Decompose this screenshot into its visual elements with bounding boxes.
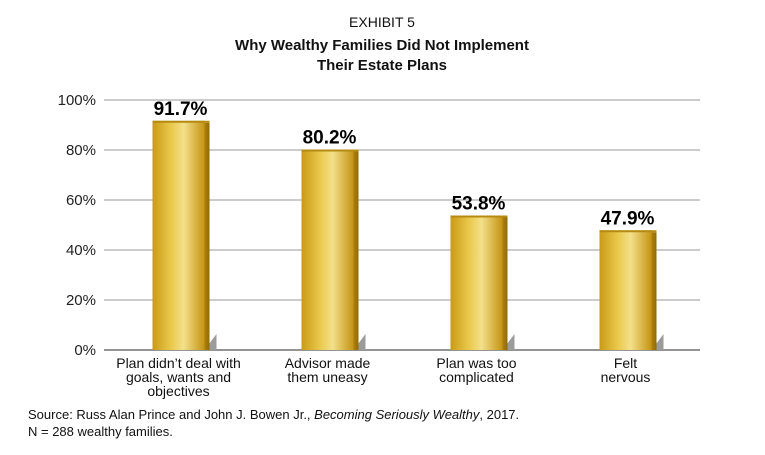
bar-top [599,230,657,233]
y-tick-label: 60% [66,192,96,209]
bar-side [203,122,210,350]
bar [301,149,366,350]
bar-face [152,120,205,350]
bar-top [152,120,210,123]
y-tick-label: 20% [66,292,96,309]
bars [152,120,664,350]
bar-face [450,215,503,350]
chart-title-line-2: Their Estate Plans [317,57,447,74]
bar [152,120,217,350]
source-note: Source: Russ Alan Prince and John J. Bow… [28,406,748,440]
source-citation: Source: Russ Alan Prince and John J. Bow… [28,406,748,423]
bar-side [650,232,657,350]
bar-top [301,149,359,152]
category-label: Advisor made [285,355,371,371]
bar-side [501,217,508,350]
exhibit-label: EXHIBIT 5 [349,14,415,30]
bar [599,230,664,350]
bar-face [599,230,652,350]
category-label: Plan didn’t deal with [116,355,241,371]
y-tick-label: 0% [74,342,96,359]
data-label: 80.2% [303,128,357,149]
bar-top [450,215,508,218]
data-label: 53.8% [452,194,506,215]
y-tick-label: 40% [66,242,96,259]
bar [450,215,515,350]
source-prefix: Source: Russ Alan Prince and John J. Bow… [28,407,315,422]
source-suffix: , 2017. [479,407,520,422]
data-label: 91.7% [154,99,208,120]
bar-side [352,151,359,350]
category-label: Plan was too [436,355,516,371]
sample-size-note: N = 288 wealthy families. [28,424,173,439]
category-label: objectives [147,383,209,399]
category-label: complicated [439,369,514,385]
y-tick-label: 80% [66,142,96,159]
y-axis-ticks: 0% 20% 40% 60% 80% 100% [58,92,96,359]
category-label: Felt [614,355,637,371]
data-labels: 91.7% 80.2% 53.8% 47.9% [154,99,655,230]
category-label: them uneasy [287,369,367,385]
category-label: goals, wants and [126,369,231,385]
source-book-title: Becoming Seriously Wealthy [314,407,480,422]
y-tick-label: 100% [58,92,96,109]
category-label: nervous [601,369,651,385]
chart-title-line-1: Why Wealthy Families Did Not Implement [235,37,529,54]
bar-face [301,149,354,350]
data-label: 47.9% [601,208,655,229]
